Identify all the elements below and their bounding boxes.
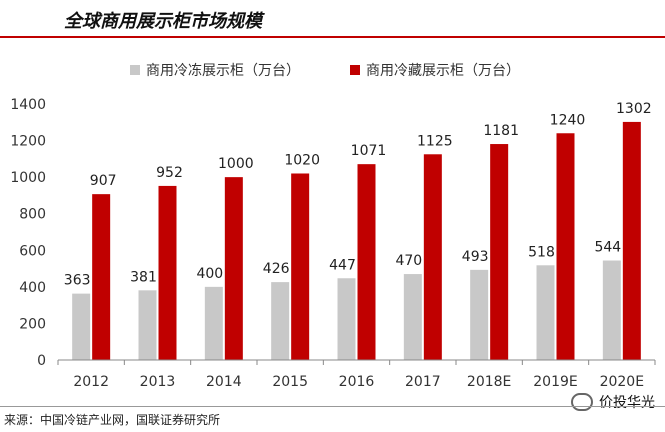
- data-label-frozen-2018E: 493: [462, 249, 489, 265]
- bar-frozen-2020E: [602, 260, 621, 360]
- x-tick-label: 2012: [73, 374, 109, 390]
- y-tick-label: 1400: [10, 97, 46, 113]
- bar-refrigerated-2020E: [622, 121, 641, 360]
- x-tick-label: 2017: [405, 374, 441, 390]
- data-label-refrigerated-2012: 907: [90, 173, 117, 189]
- x-tick-label: 2016: [339, 374, 375, 390]
- data-label-frozen-2013: 381: [130, 269, 157, 285]
- bar-frozen-2014: [204, 286, 223, 360]
- bar-frozen-2012: [72, 293, 91, 360]
- x-tick-label: 2013: [140, 374, 176, 390]
- bar-refrigerated-2016: [357, 164, 376, 360]
- bar-refrigerated-2017: [423, 154, 442, 360]
- page-title: 全球商用展示柜市场规模: [64, 11, 262, 32]
- bars: 363 907 381 952 400 1000 426 1020 447 1071 470 1125…: [64, 101, 652, 360]
- bar-refrigerated-2013: [158, 185, 177, 360]
- bar-refrigerated-2018E: [490, 144, 509, 360]
- data-label-refrigerated-2019E: 1240: [550, 112, 586, 128]
- header: 全球商用展示柜市场规模: [0, 0, 665, 38]
- data-label-refrigerated-2017: 1125: [417, 133, 453, 149]
- legend-swatch-1: [130, 65, 140, 75]
- data-label-frozen-2012: 363: [64, 273, 91, 289]
- legend-label-2: 商用冷藏展示柜（万台）: [366, 63, 520, 79]
- legend-label-1: 商用冷冻展示柜（万台）: [146, 62, 300, 79]
- bar-refrigerated-2012: [92, 194, 111, 360]
- bar-frozen-2018E: [470, 269, 489, 360]
- bar-frozen-2015: [271, 282, 290, 360]
- data-label-frozen-2020E: 544: [594, 240, 621, 256]
- watermark: 价投华光: [571, 392, 655, 412]
- x-axis: 2012 2013 2014 2015 2016 2017 2018E 2019E 2020E: [57, 359, 656, 390]
- bar-refrigerated-2019E: [556, 133, 575, 360]
- y-tick-label: 1000: [10, 170, 46, 186]
- data-label-frozen-2017: 470: [395, 253, 422, 269]
- wechat-icon: [571, 393, 593, 411]
- data-label-frozen-2014: 400: [196, 266, 223, 282]
- x-tick-label: 2014: [206, 374, 242, 390]
- y-tick-label: 1200: [10, 134, 46, 150]
- data-label-frozen-2019E: 518: [528, 244, 555, 260]
- data-label-frozen-2015: 426: [263, 261, 290, 277]
- y-tick-label: 600: [19, 243, 46, 259]
- y-tick-label: 400: [19, 280, 46, 296]
- legend-swatch-2: [350, 65, 360, 75]
- data-label-refrigerated-2014: 1000: [218, 156, 254, 172]
- x-tick-label: 2018E: [467, 374, 511, 390]
- data-label-refrigerated-2016: 1071: [351, 143, 387, 159]
- source-note: 来源：中国冷链产业网，国联证券研究所: [0, 406, 665, 429]
- y-tick-label: 800: [19, 207, 46, 223]
- bar-chart: 商用冷冻展示柜（万台） 商用冷藏展示柜（万台） 0 200 400 600 800 1000…: [10, 62, 656, 390]
- y-axis: 0 200 400 600 800 1000 1200 1400: [10, 97, 46, 369]
- source-text: 来源：中国冷链产业网，国联证券研究所: [4, 413, 221, 427]
- bar-refrigerated-2014: [224, 177, 243, 360]
- data-label-refrigerated-2013: 952: [156, 165, 183, 181]
- x-tick-label: 2020E: [600, 374, 644, 390]
- data-label-refrigerated-2015: 1020: [284, 152, 320, 168]
- data-label-refrigerated-2020E: 1302: [616, 101, 652, 117]
- bar-refrigerated-2015: [291, 173, 310, 360]
- x-tick-label: 2015: [272, 374, 308, 390]
- header-divider: [0, 36, 665, 38]
- bar-frozen-2013: [138, 290, 157, 360]
- y-tick-label: 200: [19, 316, 46, 332]
- data-label-frozen-2016: 447: [329, 257, 356, 273]
- data-label-refrigerated-2018E: 1181: [483, 123, 519, 139]
- watermark-text: 价投华光: [599, 395, 655, 411]
- bar-frozen-2016: [337, 278, 356, 360]
- bar-frozen-2017: [403, 274, 422, 360]
- chart-legend: 商用冷冻展示柜（万台） 商用冷藏展示柜（万台）: [130, 62, 520, 79]
- bar-frozen-2019E: [536, 265, 555, 360]
- x-tick-label: 2019E: [533, 374, 577, 390]
- y-tick-label: 0: [37, 353, 46, 369]
